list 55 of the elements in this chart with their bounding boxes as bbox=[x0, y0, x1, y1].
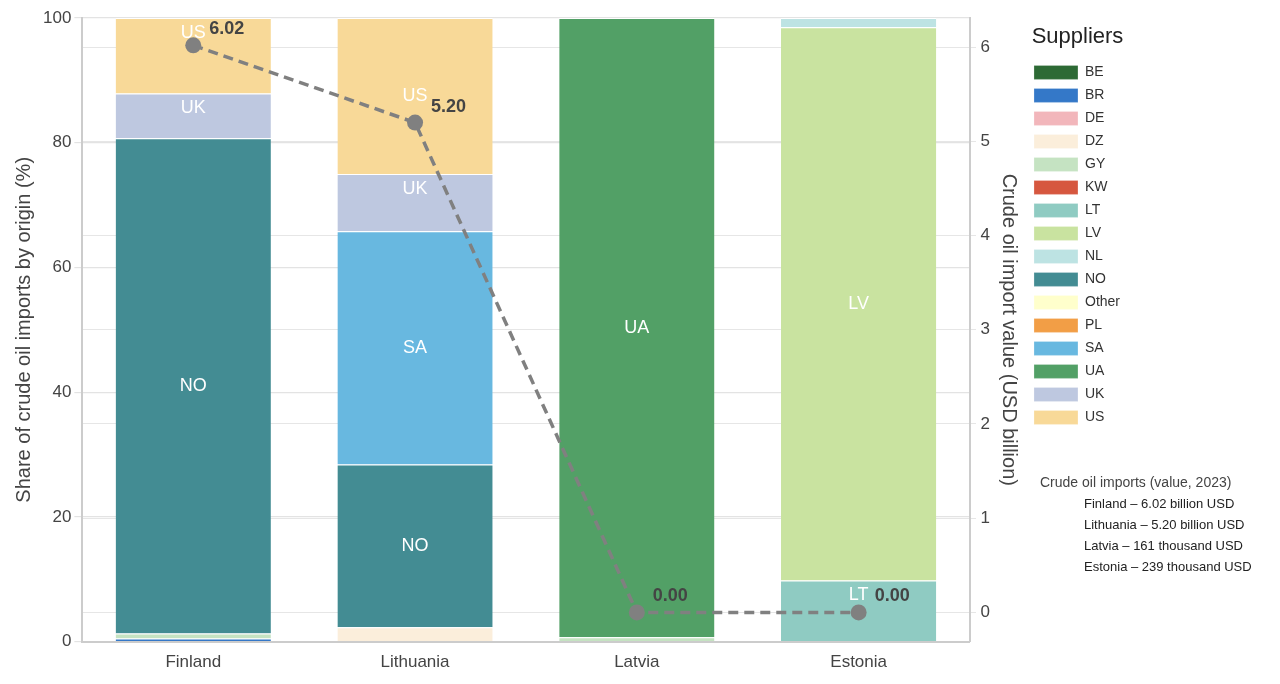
legend-label: BR bbox=[1084, 86, 1105, 103]
data-label: 0.00 bbox=[874, 585, 910, 606]
data-label: 0.00 bbox=[652, 585, 688, 606]
y-tick-label: 40 bbox=[52, 381, 72, 401]
text: Estonia – 239 thousand USD bbox=[1083, 558, 1252, 576]
text: Latvia – 161 thousand USD bbox=[1083, 537, 1244, 555]
y2-tick-label: 4 bbox=[980, 225, 990, 245]
legend-label: GY bbox=[1084, 155, 1106, 172]
legend-label: SA bbox=[1084, 339, 1105, 356]
y2-axis-title: Crude oil import value (USD billion) bbox=[999, 173, 1022, 486]
x-tick-label: Estonia bbox=[830, 652, 888, 672]
text: LT bbox=[848, 584, 869, 605]
y-tick-label: 80 bbox=[52, 132, 72, 152]
x-tick-label: Latvia bbox=[614, 652, 661, 672]
legend-label: NO bbox=[1084, 270, 1107, 287]
data-label: 5.20 bbox=[431, 95, 467, 116]
text: LV bbox=[848, 292, 869, 313]
legend-label: KW bbox=[1084, 178, 1109, 195]
legend-label: DZ bbox=[1084, 132, 1105, 149]
text: NO bbox=[401, 534, 429, 555]
text: SA bbox=[403, 336, 428, 357]
y2-tick-label: 0 bbox=[980, 602, 990, 622]
y-tick-label: 0 bbox=[61, 631, 72, 651]
legend-label: NL bbox=[1084, 247, 1104, 264]
text: Finland – 6.02 billion USD bbox=[1083, 495, 1236, 513]
data-label: 6.02 bbox=[209, 18, 245, 39]
y-axis-title: Share of crude oil imports by origin (%) bbox=[11, 156, 34, 503]
legend-label: DE bbox=[1084, 109, 1105, 126]
y2-tick-label: 3 bbox=[980, 319, 990, 339]
x-tick-label: Finland bbox=[165, 652, 222, 672]
legend-label: PL bbox=[1084, 316, 1103, 333]
y-tick-label: 100 bbox=[42, 7, 72, 27]
x-tick-label: Lithuania bbox=[380, 652, 451, 672]
text: UA bbox=[624, 316, 650, 337]
legend-label: UK bbox=[1084, 385, 1106, 402]
y2-tick-label: 6 bbox=[980, 36, 990, 56]
text: UK bbox=[180, 97, 206, 118]
text: US bbox=[180, 21, 206, 42]
text: Crude oil imports (value, 2023) bbox=[1040, 473, 1233, 492]
legend-label: Other bbox=[1084, 293, 1121, 310]
legend-title: Suppliers bbox=[1031, 23, 1124, 49]
legend-label: BE bbox=[1084, 63, 1104, 80]
legend-label: LV bbox=[1084, 224, 1102, 241]
text: Lithuania – 5.20 billion USD bbox=[1083, 516, 1246, 534]
legend-label: UA bbox=[1084, 362, 1106, 379]
y2-tick-label: 2 bbox=[980, 413, 990, 433]
text: US bbox=[402, 84, 428, 105]
text: UK bbox=[402, 177, 428, 198]
y2-tick-label: 1 bbox=[980, 507, 990, 527]
legend-label: LT bbox=[1084, 201, 1101, 218]
y-tick-label: 60 bbox=[52, 257, 72, 277]
legend-label: US bbox=[1084, 408, 1105, 425]
y2-tick-label: 5 bbox=[980, 131, 990, 151]
y-tick-label: 20 bbox=[52, 506, 72, 526]
text: NO bbox=[179, 374, 207, 395]
